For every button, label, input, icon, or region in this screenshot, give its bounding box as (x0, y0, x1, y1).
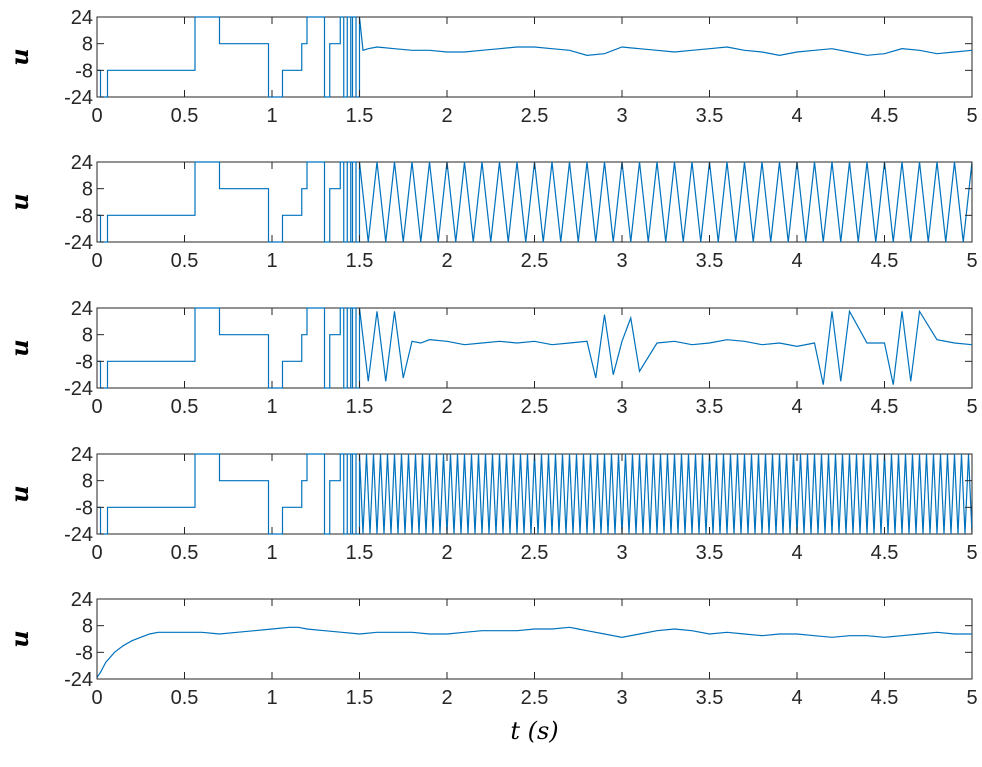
subplot-2: 0 0.5 1 1.5 2 2.5 3 3.5 4 4.5 5 24 8 -8 -24 u (5, 152, 978, 272)
x-tick-label: 3.5 (696, 396, 724, 418)
x-tick-label: 2 (441, 687, 452, 709)
x-tick-label: 2 (441, 396, 452, 418)
y-tick-label: -8 (75, 497, 93, 519)
series-line (97, 16, 972, 98)
x-tick-label: 0 (91, 542, 102, 564)
x-tick-label: 4.5 (871, 396, 899, 418)
y-tick-label: 24 (71, 444, 93, 466)
y-tick-label: 8 (82, 34, 93, 56)
y-tick-label: 8 (82, 179, 93, 201)
x-tick-label: 4 (791, 542, 802, 564)
x-tick-label: 3.5 (696, 105, 724, 127)
x-tick-label: 2.5 (521, 687, 549, 709)
x-tick-label: 3 (616, 105, 627, 127)
y-axis-label: u (5, 339, 34, 356)
x-tick-label: 4 (791, 250, 802, 272)
series-line (97, 453, 972, 535)
x-tick-label: 2 (441, 542, 452, 564)
subplot-3: 0 0.5 1 1.5 2 2.5 3 3.5 4 4.5 5 24 8 -8 -24 u (5, 298, 978, 418)
x-tick-label: 1 (266, 542, 277, 564)
x-tick-label: 5 (966, 105, 977, 127)
y-tick-label: -24 (64, 669, 93, 691)
y-axis-label: u (5, 193, 34, 210)
x-tick-label: 4.5 (871, 687, 899, 709)
y-tick-label: -8 (75, 642, 93, 664)
subplot-4: 0 0.5 1 1.5 2 2.5 3 3.5 4 4.5 5 24 8 -8 -24 u (5, 444, 978, 564)
x-tick-label: 4 (791, 396, 802, 418)
x-tick-label: 0 (91, 396, 102, 418)
x-tick-label: 0 (91, 687, 102, 709)
x-tick-label: 0.5 (171, 542, 199, 564)
x-tick-label: 0.5 (171, 687, 199, 709)
series-line (97, 626, 972, 678)
x-tick-label: 5 (966, 542, 977, 564)
x-tick-label: 2.5 (521, 250, 549, 272)
x-tick-label: 0.5 (171, 250, 199, 272)
y-axis-label: u (5, 485, 34, 502)
axes-box (96, 161, 973, 243)
y-tick-label: -24 (64, 87, 93, 109)
y-tick-label: 8 (82, 325, 93, 347)
y-tick-label: -24 (64, 378, 93, 400)
x-tick-label: 4 (791, 105, 802, 127)
x-tick-label: 3.5 (696, 687, 724, 709)
y-axis-label: u (5, 48, 34, 65)
x-tick-label: 1 (266, 105, 277, 127)
x-tick-label: 1 (266, 250, 277, 272)
x-tick-label: 2.5 (521, 105, 549, 127)
x-tick-label: 5 (966, 396, 977, 418)
y-tick-label: -8 (75, 351, 93, 373)
x-tick-label: 4.5 (871, 542, 899, 564)
x-tick-label: 1 (266, 687, 277, 709)
y-tick-label: 24 (71, 298, 93, 320)
x-tick-label: 1 (266, 396, 277, 418)
x-tick-label: 5 (966, 687, 977, 709)
x-tick-label: 1.5 (346, 396, 374, 418)
x-tick-label: 1.5 (346, 687, 374, 709)
x-tick-label: 3 (616, 687, 627, 709)
x-tick-label: 2 (441, 250, 452, 272)
x-tick-label: 0.5 (171, 105, 199, 127)
y-tick-label: -24 (64, 232, 93, 254)
x-tick-label: 0.5 (171, 396, 199, 418)
x-tick-label: 2.5 (521, 396, 549, 418)
x-tick-label: 5 (966, 250, 977, 272)
x-tick-label: 4 (791, 687, 802, 709)
y-axis-label: u (5, 630, 34, 647)
x-tick-label: 3 (616, 542, 627, 564)
y-tick-label: 8 (82, 471, 93, 493)
subplot-1: 0 0.5 1 1.5 2 2.5 3 3.5 4 4.5 5 24 8 -8 -24 u (5, 7, 978, 127)
x-tick-label: 4.5 (871, 105, 899, 127)
axes-box (96, 16, 973, 98)
y-tick-label: 24 (71, 152, 93, 174)
x-tick-label: 3.5 (696, 542, 724, 564)
x-axis-label: t (s) (510, 717, 558, 745)
x-tick-label: 3.5 (696, 250, 724, 272)
series-line (97, 307, 972, 389)
x-tick-label: 2 (441, 105, 452, 127)
y-tick-label: 24 (71, 7, 93, 29)
x-tick-label: 3 (616, 396, 627, 418)
x-tick-label: 0 (91, 250, 102, 272)
axes-box (96, 598, 973, 680)
x-tick-label: 3 (616, 250, 627, 272)
x-tick-label: 2.5 (521, 542, 549, 564)
axes-box (96, 307, 973, 389)
y-tick-label: 8 (82, 616, 93, 638)
x-tick-label: 4.5 (871, 250, 899, 272)
y-tick-label: 24 (71, 589, 93, 611)
y-tick-label: -24 (64, 524, 93, 546)
series-line (97, 161, 972, 243)
x-tick-label: 1.5 (346, 105, 374, 127)
x-tick-label: 1.5 (346, 542, 374, 564)
x-tick-label: 1.5 (346, 250, 374, 272)
subplot-5: 0 0.5 1 1.5 2 2.5 3 3.5 4 4.5 5 24 8 -8 -24 u t (s) (5, 589, 978, 745)
y-tick-label: -8 (75, 60, 93, 82)
x-tick-label: 0 (91, 105, 102, 127)
y-tick-label: -8 (75, 205, 93, 227)
